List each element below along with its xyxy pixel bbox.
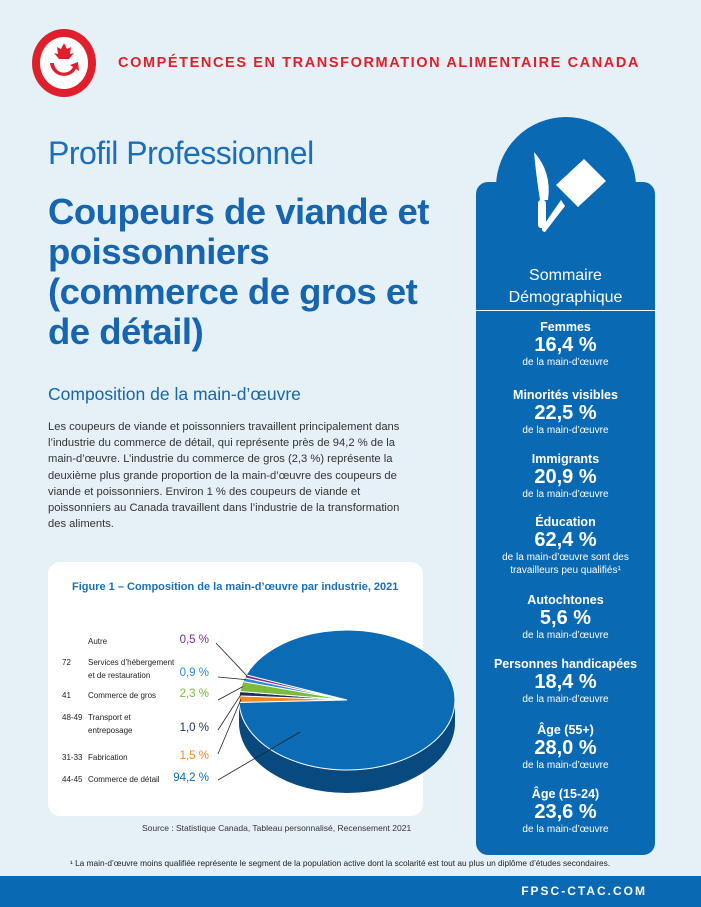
legend-label: Commerce de gros — [88, 691, 157, 700]
page-title: Coupeurs de viande et poissonniers (comm… — [48, 191, 429, 352]
stat-item: Âge (15-24) 23,6 % de la main-d’œuvre — [476, 787, 655, 836]
kicker: Profil Professionnel — [48, 135, 314, 171]
leader-line — [217, 731, 301, 781]
stat-label: Éducation — [535, 515, 596, 529]
logo — [32, 29, 96, 97]
stat-label: Immigrants — [531, 452, 600, 466]
stat-desc: de la main-d’œuvre — [522, 489, 609, 500]
legend-label: Autre — [88, 637, 108, 646]
stat-label: Âge (15-24) — [531, 787, 600, 801]
legend-value: 94,2 % — [173, 772, 209, 784]
website-link[interactable]: FPSC-CTAC.COM — [521, 884, 647, 898]
stat-label: Personnes handicapées — [493, 657, 638, 671]
stat-value: 5,6 % — [539, 607, 592, 629]
stat-value: 22,5 % — [534, 402, 597, 424]
intro-paragraph: Les coupeurs de viande et poissonniers t… — [48, 421, 400, 531]
stat-value: 16,4 % — [534, 334, 597, 356]
footer-bar — [0, 876, 701, 907]
stat-desc: de la main-d’œuvre — [522, 357, 609, 368]
stat-item: Immigrants 20,9 % de la main-d’œuvre — [476, 452, 655, 501]
legend-value: 0,5 % — [179, 634, 209, 646]
chart-title: Figure 1 – Composition de la main-d’œuvr… — [72, 581, 399, 593]
leader-line — [217, 676, 246, 681]
stat-label: Autochtones — [527, 593, 604, 607]
legend-value: 1,0 % — [179, 722, 209, 734]
stat-value: 18,4 % — [534, 671, 597, 693]
stat-desc: de la main-d’œuvre — [522, 694, 609, 705]
section-title: Composition de la main-d’œuvre — [48, 384, 301, 404]
legend-label-2: entreposage — [88, 726, 133, 735]
legend-label-2: et de restauration — [88, 671, 151, 680]
demographic-panel — [476, 182, 655, 855]
stat-item: Âge (55+) 28,0 % de la main-d’œuvre — [476, 723, 655, 772]
stat-label: Minorités visibles — [513, 388, 618, 402]
organization-name: COMPÉTENCES EN TRANSFORMATION ALIMENTAIR… — [118, 55, 640, 71]
sidebar-heading: Sommaire — [529, 267, 602, 284]
stat-value: 23,6 % — [534, 801, 597, 823]
legend-label: Fabrication — [88, 753, 128, 762]
sidebar-heading-2: Démographique — [508, 289, 623, 306]
stat-label: Femmes — [540, 320, 591, 334]
leader-line — [217, 686, 244, 701]
footnote: ¹ La main-d’œuvre moins qualifiée représ… — [70, 858, 611, 868]
stat-desc: de la main-d’œuvre — [522, 824, 609, 835]
stat-label: Âge (55+) — [537, 723, 594, 737]
stat-value: 28,0 % — [534, 737, 597, 759]
legend-value: 0,9 % — [179, 667, 209, 679]
legend-value: 1,5 % — [179, 750, 209, 762]
chart-source: Source : Statistique Canada, Tableau per… — [142, 823, 412, 833]
legend-code: 41 — [62, 691, 71, 700]
legend-value: 2,3 % — [179, 688, 209, 700]
leader-line — [215, 642, 248, 677]
leader-line — [217, 698, 242, 755]
stat-item: Femmes 16,4 % de la main-d’œuvre — [476, 320, 655, 369]
divider — [476, 310, 655, 311]
legend-code: 44-45 — [62, 775, 83, 784]
stat-item: Autochtones 5,6 % de la main-d’œuvre — [476, 593, 655, 642]
stat-value: 20,9 % — [534, 466, 597, 488]
stat-desc: de la main-d’œuvre — [522, 425, 609, 436]
legend-code: 72 — [62, 658, 71, 667]
stat-desc: de la main-d’œuvre — [522, 760, 609, 771]
knife-cleaver-icon — [534, 152, 606, 232]
stat-item: Personnes handicapées 18,4 % de la main-d’… — [476, 657, 655, 706]
legend-code: 31-33 — [62, 753, 83, 762]
stat-desc: de la main-d’œuvre sont des — [502, 552, 629, 563]
stat-item: Éducation 62,4 % de la main-d’œuvre sont d… — [476, 515, 655, 577]
legend-code: 48-49 — [62, 713, 83, 722]
legend-label: Services d’hébergement — [88, 658, 175, 667]
pie-slice — [238, 629, 456, 771]
stat-desc-2: travailleurs peu qualifiés¹ — [510, 565, 621, 576]
legend-label: Commerce de détail — [88, 775, 160, 784]
stat-item: Minorités visibles 22,5 % de la main-d’œuv… — [476, 388, 655, 437]
legend-label: Transport et — [88, 713, 131, 722]
stat-value: 62,4 % — [534, 529, 597, 551]
leader-line — [217, 693, 242, 731]
stat-desc: de la main-d’œuvre — [522, 630, 609, 641]
